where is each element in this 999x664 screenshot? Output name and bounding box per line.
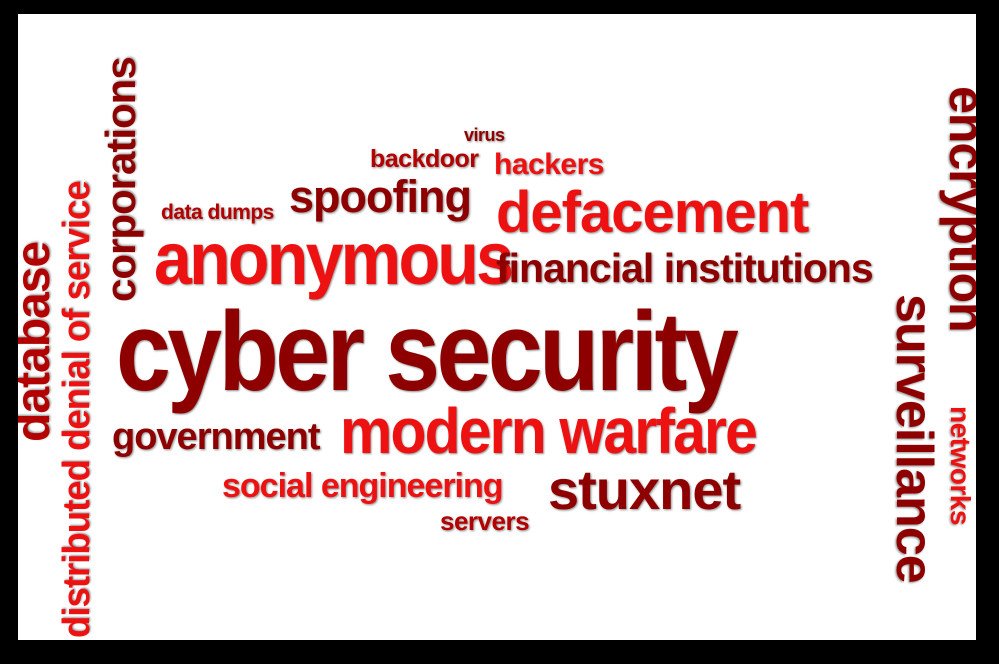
word-cloud-canvas: virus backdoor hackers spoofing data dum… (18, 14, 976, 640)
word-corporations: corporations (97, 57, 144, 302)
word-networks: networks (945, 406, 976, 525)
word-encryption: encryption (939, 86, 976, 332)
word-spoofing: spoofing (289, 171, 472, 222)
word-stuxnet: stuxnet (548, 458, 741, 521)
word-anonymous: anonymous (154, 217, 514, 300)
word-modern-warfare: modern warfare (340, 395, 758, 467)
word-financial-institutions: financial institutions (496, 245, 874, 291)
word-hackers: hackers (494, 148, 604, 181)
word-database: database (18, 241, 60, 442)
word-virus: virus (464, 125, 505, 145)
word-cyber-security: cyber security (116, 289, 739, 414)
word-distributed-denial-of-service: distributed denial of service (56, 181, 98, 638)
word-social-engineering: social engineering (222, 467, 504, 505)
word-backdoor: backdoor (370, 145, 479, 173)
word-data-dumps: data dumps (161, 201, 274, 224)
word-government: government (112, 416, 320, 458)
word-surveillance: surveillance (885, 294, 943, 583)
word-servers: servers (440, 506, 530, 536)
word-defacement: defacement (496, 180, 809, 245)
